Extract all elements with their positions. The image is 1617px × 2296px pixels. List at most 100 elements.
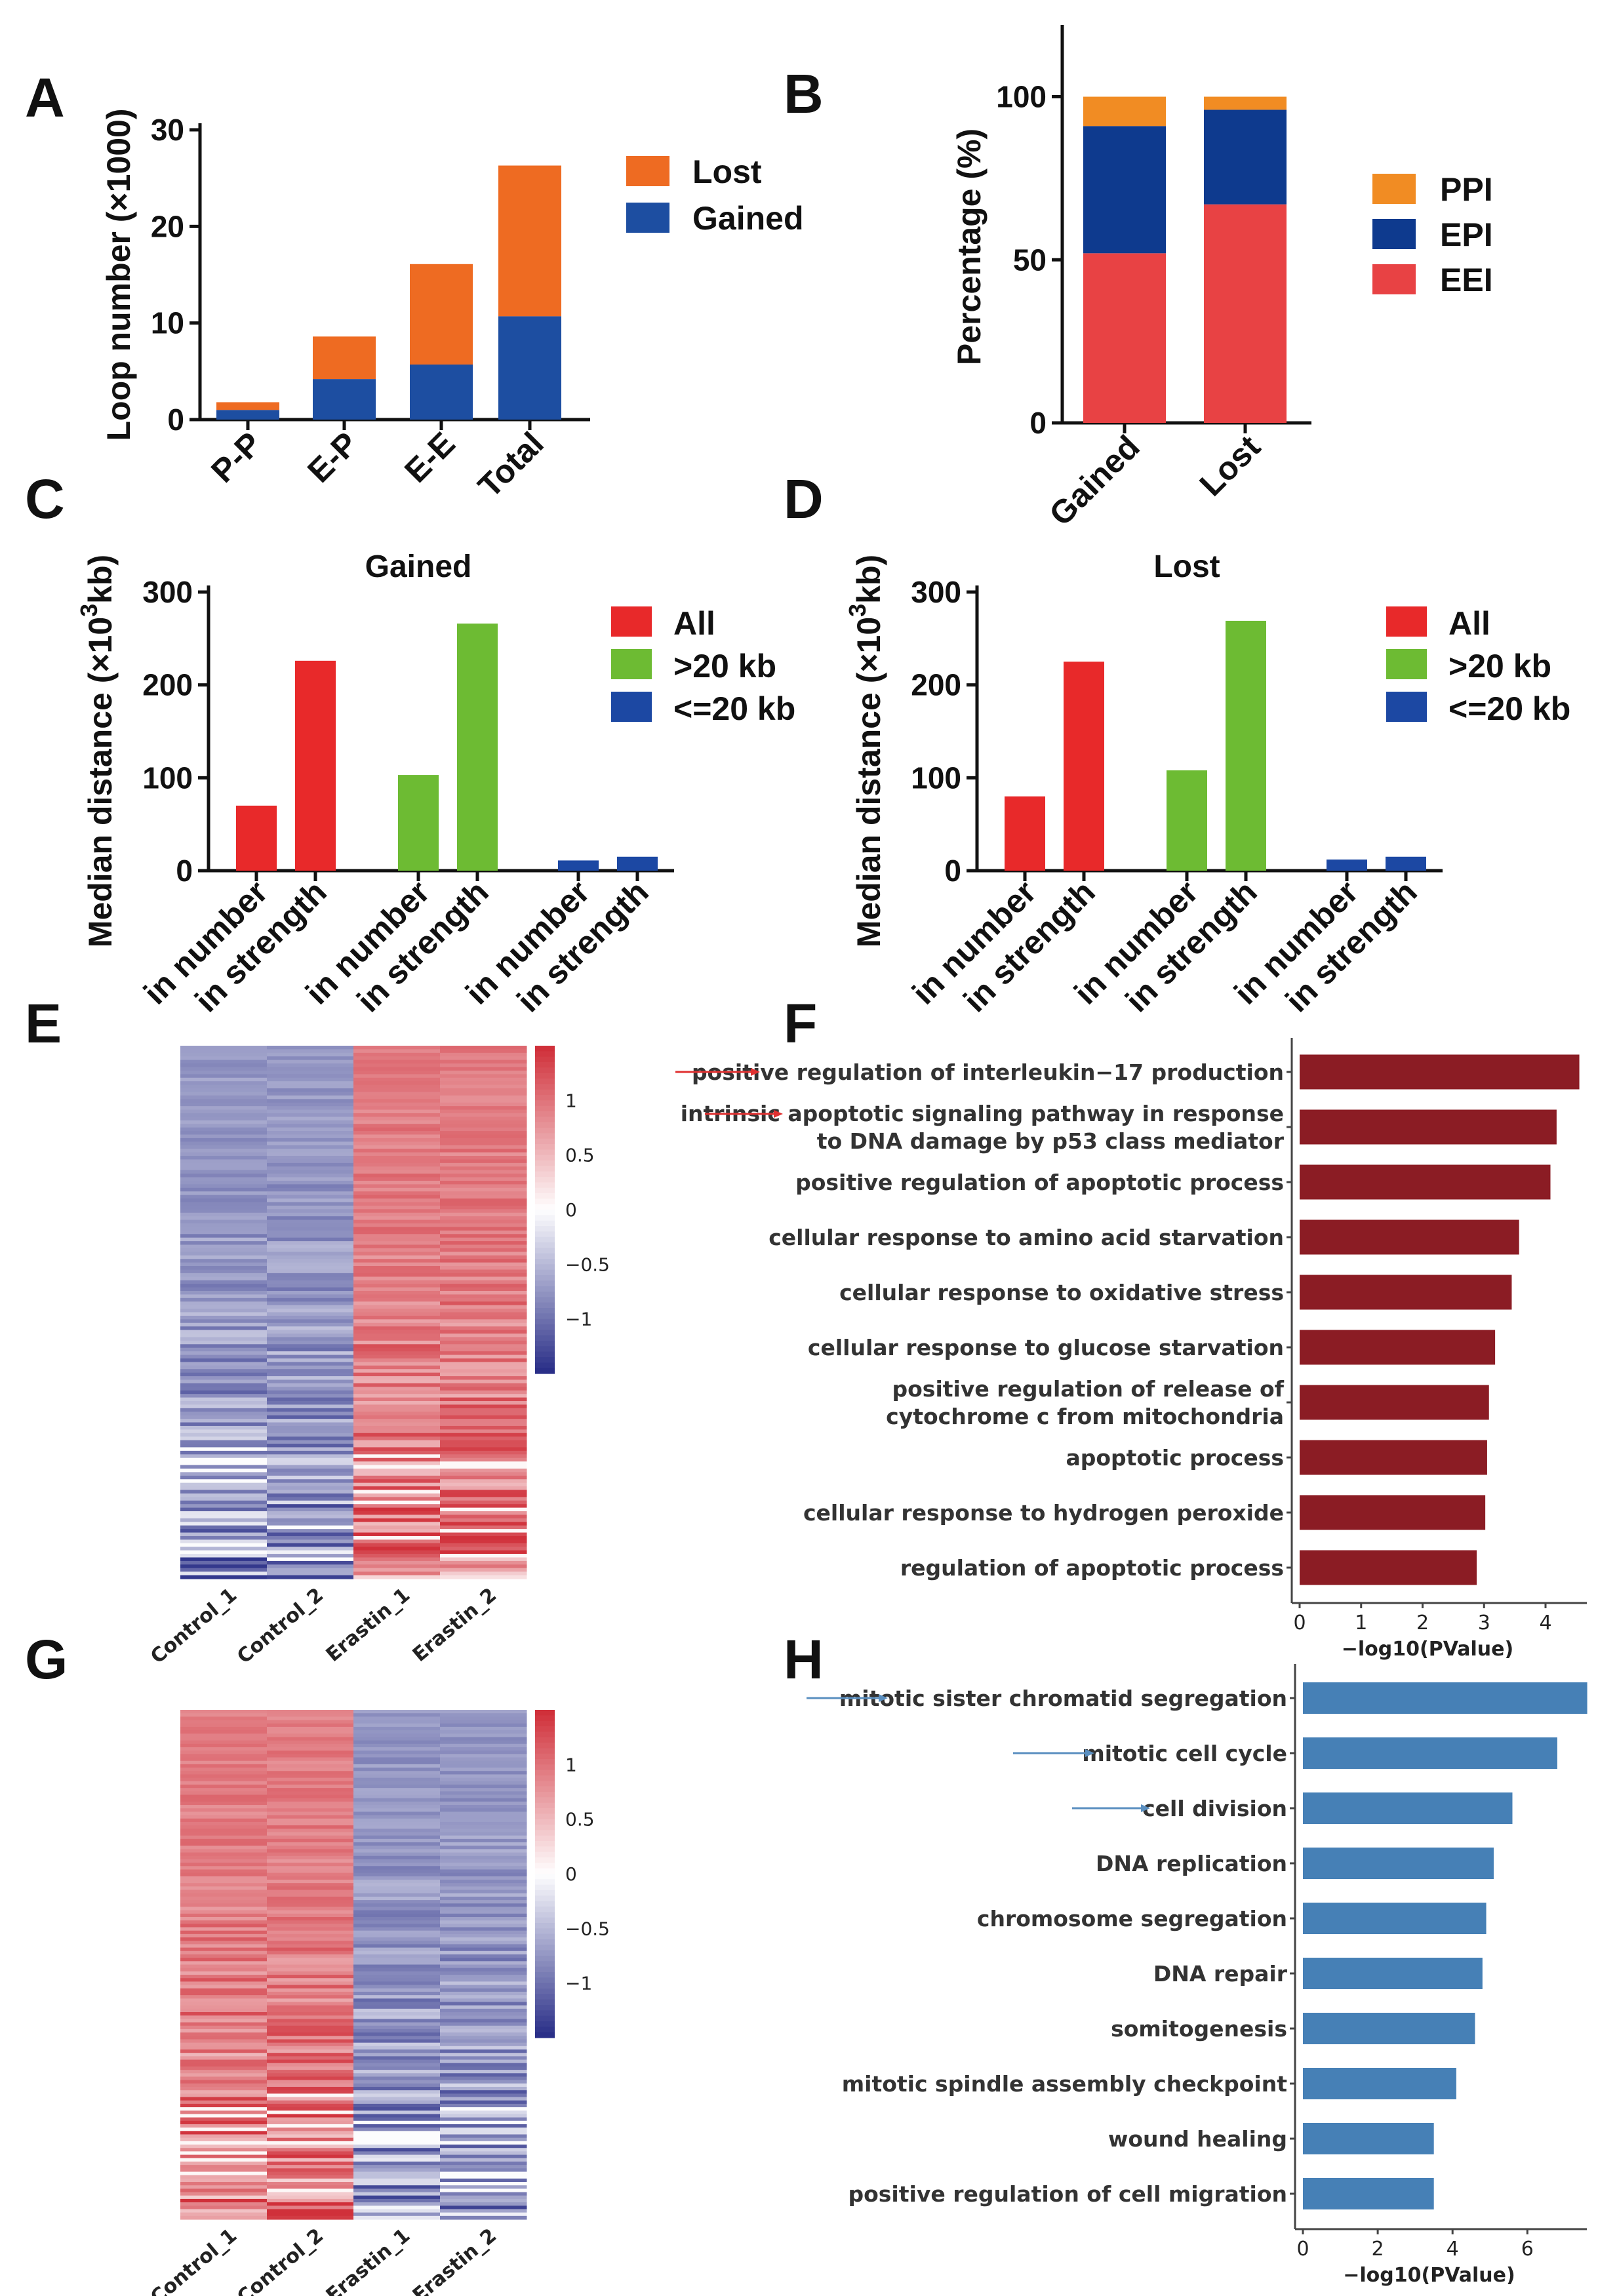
e-colorbar-segment (535, 1160, 555, 1166)
g-colorbar-segment (535, 2032, 555, 2038)
e-heatmap-cell (440, 1134, 527, 1139)
g-colorbar-label: 1 (565, 1754, 577, 1775)
h-xtick-label: 6 (1521, 2238, 1534, 2261)
g-heatmap-cell (267, 1788, 354, 1792)
a-bar-gained (216, 410, 279, 420)
g-colorbar-label: −0.5 (565, 1918, 610, 1939)
e-colorbar-segment (535, 1324, 555, 1330)
e-heatmap-cell (180, 1344, 268, 1349)
f-term-label: cellular response to amino acid starvati… (769, 1225, 1284, 1250)
g-heatmap-cell (353, 2029, 441, 2033)
e-heatmap-cell (440, 1102, 527, 1107)
e-heatmap-cell (267, 1216, 354, 1221)
g-heatmap-cell (353, 1944, 441, 1949)
e-heatmap-cell (180, 1059, 268, 1064)
e-heatmap-cell (267, 1535, 354, 1540)
g-heatmap-cell (180, 2195, 268, 2200)
g-heatmap-cell (353, 2192, 441, 2196)
e-heatmap-cell (180, 1301, 268, 1306)
g-colorbar-segment (535, 1715, 555, 1722)
e-heatmap-cell (440, 1255, 527, 1259)
e-heatmap-cell (353, 1461, 441, 1466)
e-heatmap-cell (440, 1419, 527, 1423)
g-heatmap-cell (440, 2161, 527, 2166)
e-heatmap-cell (440, 1362, 527, 1366)
g-heatmap-cell (267, 2117, 354, 2122)
e-heatmap-cell (267, 1433, 354, 1437)
g-heatmap-cell (267, 1723, 354, 1728)
e-heatmap-cell (353, 1152, 441, 1157)
e-colorbar-segment (535, 1187, 555, 1194)
g-heatmap-cell (440, 1910, 527, 1914)
g-colorbar-segment (535, 1933, 555, 1940)
g-heatmap-cell (180, 2036, 268, 2040)
g-heatmap-cell (267, 1863, 354, 1867)
e-colorbar-segment (535, 1362, 555, 1369)
e-heatmap-cell (180, 1049, 268, 1054)
e-heatmap-cell (353, 1351, 441, 1356)
panel-b-chart: 0 50 100 Gained Lost Percentage (%) PPI EPI EEI (951, 25, 1493, 533)
e-heatmap-cell (180, 1081, 268, 1086)
b-bar-ppi (1204, 96, 1287, 110)
e-heatmap-cell (353, 1141, 441, 1146)
e-heatmap-cell (180, 1127, 268, 1132)
g-heatmap-cell (353, 1991, 441, 1996)
g-heatmap-cell (353, 2070, 441, 2074)
g-heatmap-cell (267, 1886, 354, 1891)
f-bar (1300, 1219, 1519, 1255)
e-heatmap-cell (180, 1052, 268, 1057)
e-heatmap-cell (180, 1227, 268, 1231)
e-heatmap-cell (267, 1376, 354, 1381)
e-heatmap-cell (353, 1290, 441, 1295)
g-heatmap-cell (180, 1716, 268, 1721)
d-legend-label: >20 kb (1448, 648, 1551, 684)
g-heatmap-cell (180, 1808, 268, 1812)
e-heatmap-cell (353, 1269, 441, 1274)
c-bar (558, 860, 599, 871)
h-term-label: DNA repair (1153, 1961, 1288, 1987)
g-heatmap-cell (353, 1720, 441, 1724)
h-term-label: wound healing (1108, 2126, 1287, 2152)
e-heatmap-cell (180, 1412, 268, 1416)
g-heatmap-cell (267, 1784, 354, 1789)
g-heatmap-cell (353, 1988, 441, 1992)
e-heatmap-cell (440, 1262, 527, 1267)
g-heatmap-cell (353, 1927, 441, 1931)
e-heatmap-cell (440, 1535, 527, 1540)
e-colorbar-segment (535, 1084, 555, 1090)
f-x-axis-label: −log10(PValue) (1342, 1638, 1513, 1661)
c-bar (617, 856, 658, 871)
g-heatmap-cell (267, 2093, 354, 2098)
e-heatmap-cell (353, 1490, 441, 1494)
g-heatmap-cell (353, 2114, 441, 2118)
e-heatmap-cell (353, 1564, 441, 1569)
e-heatmap-cell (267, 1550, 354, 1554)
e-colorbar-segment (535, 1330, 555, 1336)
e-heatmap-cell (180, 1433, 268, 1437)
g-heatmap-cell (267, 2090, 354, 2094)
g-heatmap-cell (267, 1866, 354, 1870)
e-heatmap-cell (267, 1102, 354, 1107)
e-heatmap-cell (440, 1241, 527, 1246)
e-heatmap-cell (353, 1394, 441, 1398)
e-heatmap-cell (180, 1156, 268, 1160)
e-heatmap-cell (440, 1482, 527, 1487)
g-heatmap-cell (353, 2012, 441, 2016)
e-heatmap-cell (180, 1482, 268, 1487)
e-heatmap-cell (353, 1486, 441, 1491)
h-term-label: DNA replication (1096, 1851, 1287, 1876)
g-heatmap-cell (180, 1852, 268, 1857)
g-colorbar-segment (535, 1977, 555, 1984)
g-colorbar-label: −1 (565, 1973, 592, 1994)
g-colorbar-segment (535, 1775, 555, 1781)
e-heatmap-cell (267, 1277, 354, 1281)
h-bar (1303, 2178, 1434, 2209)
g-heatmap-cell (440, 2090, 527, 2094)
e-heatmap-cell (267, 1177, 354, 1181)
g-heatmap-cell (353, 1771, 441, 1775)
e-heatmap-cell (180, 1330, 268, 1334)
e-heatmap-cell (267, 1309, 354, 1313)
g-heatmap-cell (440, 2002, 527, 2006)
e-colorbar-segment (535, 1341, 555, 1347)
e-heatmap-cell (267, 1387, 354, 1391)
